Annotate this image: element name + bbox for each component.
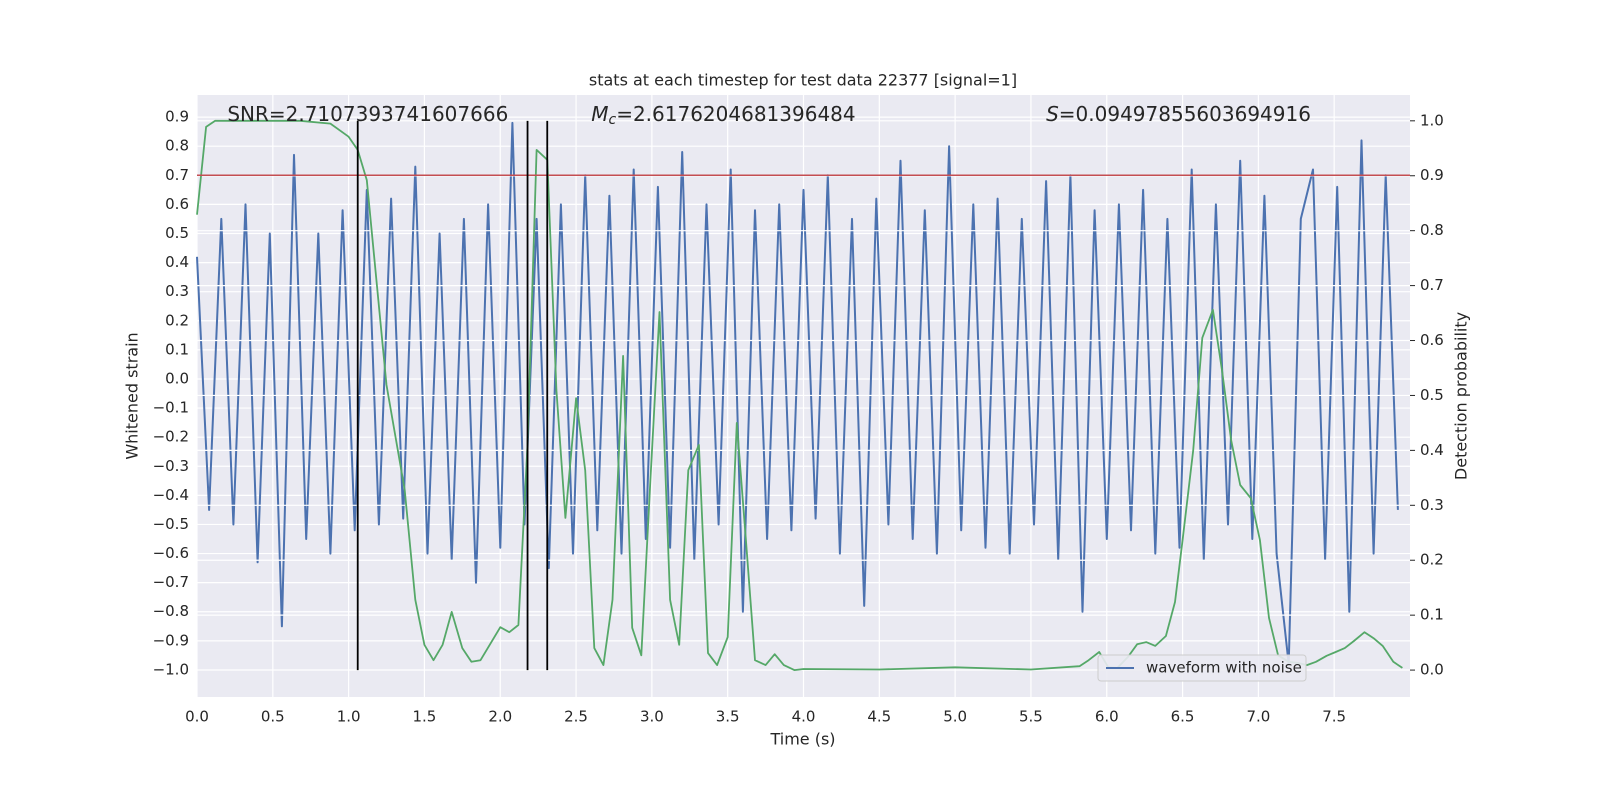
y-tick-label: −0.5 bbox=[153, 515, 189, 533]
y-tick-label: −0.4 bbox=[153, 486, 189, 504]
y2-axis-label: Detection probability bbox=[1452, 312, 1471, 480]
legend-box bbox=[1097, 654, 1307, 682]
x-tick-label: 4.5 bbox=[867, 708, 891, 726]
x-tick-label: 4.0 bbox=[792, 708, 816, 726]
x-tick-label: 3.5 bbox=[716, 708, 740, 726]
y-tick-label: 0.0 bbox=[165, 369, 189, 387]
x-tick-label: 2.5 bbox=[564, 708, 588, 726]
probability-line bbox=[196, 119, 1403, 671]
y2-tick-label: 0.2 bbox=[1420, 551, 1444, 569]
annotation-text: SNR=2.7107393741607666 bbox=[227, 102, 508, 126]
y-tick-label: 0.4 bbox=[165, 253, 189, 271]
x-axis-label: Time (s) bbox=[769, 730, 835, 749]
annotation-symbol: M bbox=[591, 102, 608, 126]
x-tick-label: 5.5 bbox=[1019, 708, 1043, 726]
x-tick-label: 0.5 bbox=[261, 708, 285, 726]
legend-label: waveform with noise bbox=[1146, 659, 1302, 677]
y-tick-label: 0.2 bbox=[165, 311, 189, 329]
chart-title: stats at each timestep for test data 223… bbox=[589, 71, 1017, 90]
y-tick-label: −0.8 bbox=[153, 602, 189, 620]
y-tick-label: 0.1 bbox=[165, 340, 189, 358]
annotation-text: =0.09497855603694916 bbox=[1059, 102, 1311, 126]
y-tick-label: −0.9 bbox=[153, 631, 189, 649]
waveform-line bbox=[196, 121, 1399, 666]
y2-tick-label: 0.1 bbox=[1420, 606, 1444, 624]
x-tick-label: 1.0 bbox=[337, 708, 361, 726]
y-tick-label: 0.6 bbox=[165, 195, 189, 213]
y-tick-label: −0.6 bbox=[153, 544, 189, 562]
x-tick-label: 2.0 bbox=[488, 708, 512, 726]
y-tick-label: 0.7 bbox=[165, 166, 189, 184]
annotation-text: =2.6176204681396484 bbox=[616, 102, 855, 126]
x-tick-label: 6.5 bbox=[1171, 708, 1195, 726]
y2-tick-label: 0.6 bbox=[1420, 331, 1444, 349]
y2-tick-label: 0.0 bbox=[1420, 661, 1444, 679]
y2-tick-label: 0.8 bbox=[1420, 221, 1444, 239]
y2-tick-label: 1.0 bbox=[1420, 111, 1444, 129]
y2-tick-label: 0.9 bbox=[1420, 166, 1444, 184]
y-tick-label: 0.5 bbox=[165, 224, 189, 242]
y2-tick-label: 0.5 bbox=[1420, 386, 1444, 404]
x-tick-label: 3.0 bbox=[640, 708, 664, 726]
y-tick-label: −0.1 bbox=[153, 399, 189, 417]
y-tick-label: 0.9 bbox=[165, 108, 189, 126]
x-tick-label: 6.0 bbox=[1095, 708, 1119, 726]
y-tick-label: 0.8 bbox=[165, 137, 189, 155]
x-tick-label: 7.5 bbox=[1322, 708, 1346, 726]
y-axis-label: Whitened strain bbox=[123, 332, 142, 459]
annotation-symbol: S bbox=[1046, 102, 1059, 126]
y-tick-label: −0.3 bbox=[153, 457, 189, 475]
x-tick-label: 5.0 bbox=[943, 708, 967, 726]
annotation-subscript: c bbox=[608, 112, 616, 128]
y-tick-label: −1.0 bbox=[153, 660, 189, 678]
y2-tick-label: 0.7 bbox=[1420, 276, 1444, 294]
y-tick-label: 0.3 bbox=[165, 282, 189, 300]
y2-tick-label: 0.4 bbox=[1420, 441, 1444, 459]
x-tick-label: 1.5 bbox=[413, 708, 437, 726]
x-tick-label: 0.0 bbox=[185, 708, 209, 726]
annotation: Mc=2.6176204681396484 bbox=[591, 102, 855, 129]
annotation: S=0.09497855603694916 bbox=[1046, 102, 1311, 126]
annotation: SNR=2.7107393741607666 bbox=[227, 102, 508, 126]
y2-tick-label: 0.3 bbox=[1420, 496, 1444, 514]
y-tick-label: −0.7 bbox=[153, 573, 189, 591]
x-tick-label: 7.0 bbox=[1246, 708, 1270, 726]
y-tick-label: −0.2 bbox=[153, 428, 189, 446]
